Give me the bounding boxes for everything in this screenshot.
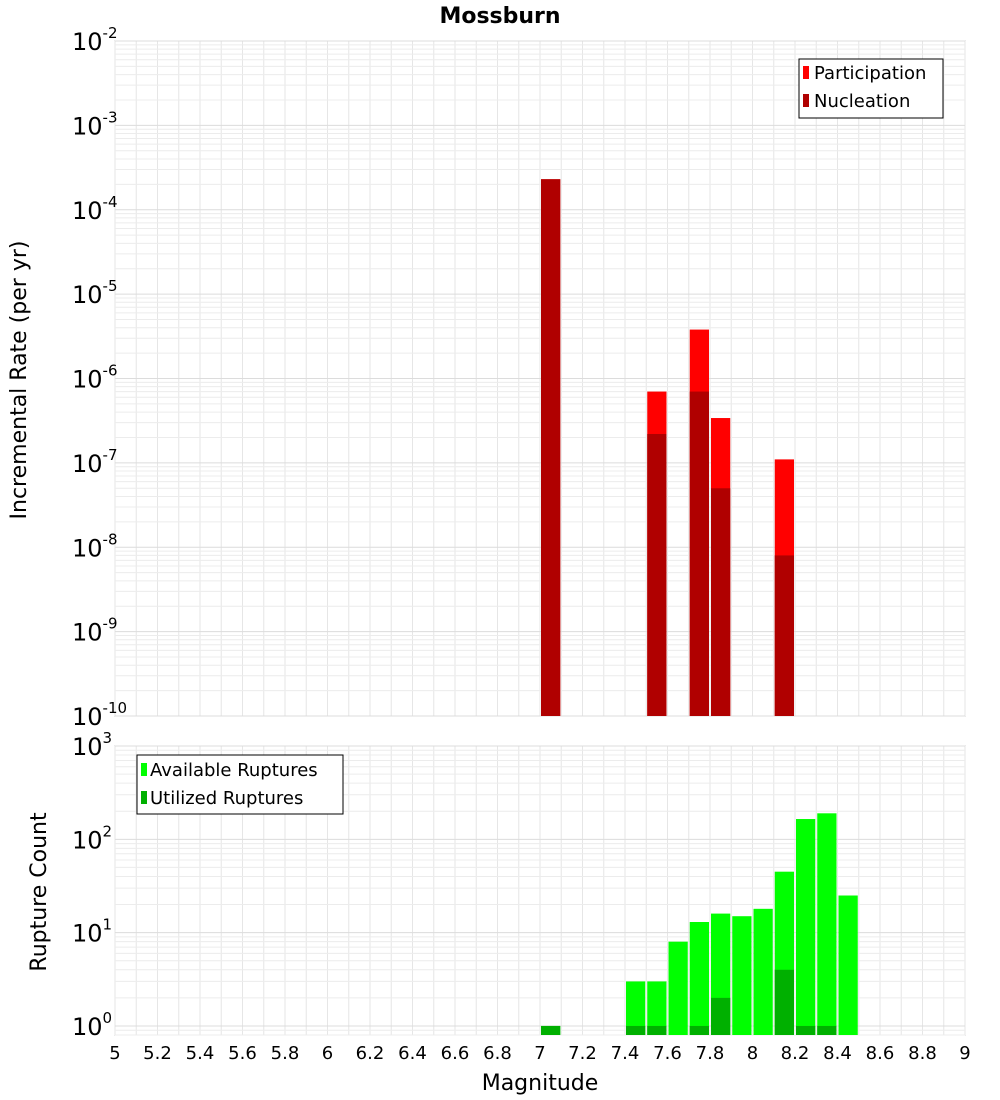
count-bar-available-ruptures (668, 941, 688, 1035)
y-tick-label: 100 (72, 1009, 112, 1041)
count-bar-available-ruptures (647, 981, 667, 1035)
legend-swatch-participation (803, 66, 809, 79)
count-bar-utilized-ruptures (796, 1025, 816, 1035)
x-tick-label: 5 (109, 1043, 120, 1064)
count-bar-utilized-ruptures (711, 997, 731, 1035)
x-tick-label: 8.6 (866, 1043, 895, 1064)
rate-plot: 10-10 10-9 10-8 10-7 10-6 10-5 10-4 10-3 10-2 Pa… (72, 24, 966, 731)
x-tick-label: 6.2 (356, 1043, 385, 1064)
x-tick-label: 5.6 (228, 1043, 257, 1064)
y-tick-label: 10-6 (72, 362, 118, 394)
legend-swatch-nucleation (803, 94, 809, 107)
y-tick-label: 10-10 (72, 699, 127, 731)
count-legend-box (136, 754, 344, 815)
x-tick-label: 6 (322, 1043, 333, 1064)
rate-legend: Participation Nucleation (798, 58, 944, 119)
count-bar-utilized-ruptures (774, 969, 794, 1035)
count-x-ticks: 5 5.2 5.4 5.6 5.8 6 6.2 6.4 6.6 6.8 7 7.2 7.4 7.6 7.8 8… (109, 1043, 970, 1064)
legend-swatch-available (141, 763, 147, 776)
x-tick-label: 7.4 (611, 1043, 640, 1064)
x-tick-label: 7.6 (653, 1043, 682, 1064)
count-bar-available-ruptures (626, 981, 646, 1035)
rate-y-ticks: 10-10 10-9 10-8 10-7 10-6 10-5 10-4 10-3 10-2 (72, 24, 127, 731)
y-tick-label: 10-5 (72, 277, 118, 309)
x-tick-label: 8.2 (781, 1043, 810, 1064)
legend-label-available: Available Ruptures (150, 760, 318, 781)
legend-swatch-utilized (141, 791, 147, 804)
x-tick-label: 7 (534, 1043, 545, 1064)
legend-label-participation: Participation (814, 63, 926, 84)
rate-bar-nucleation (774, 555, 794, 716)
x-tick-label: 7.2 (568, 1043, 597, 1064)
count-bar-utilized-ruptures (817, 1025, 837, 1035)
x-tick-label: 7.8 (696, 1043, 725, 1064)
rate-bar-nucleation (711, 488, 731, 716)
y-tick-label: 10-3 (72, 108, 118, 140)
count-bar-available-ruptures (732, 916, 752, 1035)
count-bar-utilized-ruptures (541, 1025, 561, 1035)
x-axis-label: Magnitude (482, 1071, 599, 1096)
y-tick-label: 103 (72, 729, 112, 761)
x-tick-label: 5.8 (271, 1043, 300, 1064)
count-bar-available-ruptures (689, 922, 709, 1035)
count-bars (541, 813, 858, 1035)
rate-bars (541, 179, 794, 716)
y-tick-label: 102 (72, 822, 112, 854)
x-tick-label: 8.8 (908, 1043, 937, 1064)
count-bar-utilized-ruptures (689, 1025, 709, 1035)
rate-bar-nucleation (689, 391, 709, 716)
x-tick-label: 8.4 (823, 1043, 852, 1064)
chart-title: Mossburn (439, 4, 560, 29)
y-tick-label: 10-7 (72, 446, 118, 478)
legend-label-nucleation: Nucleation (814, 91, 910, 112)
count-bar-utilized-ruptures (647, 1025, 667, 1035)
y-tick-label: 10-9 (72, 615, 118, 647)
count-bar-available-ruptures (753, 908, 773, 1035)
y-axis-label-count: Rupture Count (27, 812, 52, 972)
x-tick-label: 6.4 (398, 1043, 427, 1064)
y-tick-label: 10-8 (72, 530, 118, 562)
y-tick-label: 10-2 (72, 24, 118, 56)
rate-grid (114, 40, 966, 717)
x-tick-label: 5.4 (186, 1043, 215, 1064)
x-tick-label: 6.6 (441, 1043, 470, 1064)
count-bar-available-ruptures (838, 895, 858, 1035)
count-bar-utilized-ruptures (626, 1025, 646, 1035)
x-tick-label: 5.2 (143, 1043, 172, 1064)
count-legend: Available Ruptures Utilized Ruptures (136, 754, 344, 815)
count-y-ticks: 100 101 102 103 (72, 729, 112, 1041)
count-bar-available-ruptures (817, 813, 837, 1035)
x-tick-label: 6.8 (483, 1043, 512, 1064)
rate-bar-nucleation (541, 179, 561, 716)
x-tick-label: 9 (959, 1043, 970, 1064)
y-tick-label: 10-4 (72, 193, 118, 225)
y-tick-label: 101 (72, 916, 112, 948)
y-axis-label-rate: Incremental Rate (per yr) (7, 241, 32, 520)
x-tick-label: 8 (747, 1043, 758, 1064)
count-bar-available-ruptures (796, 819, 816, 1035)
rate-legend-box (798, 58, 944, 119)
rate-bar-nucleation (647, 433, 667, 716)
legend-label-utilized: Utilized Ruptures (150, 788, 303, 809)
count-plot: 100 101 102 103 5 5.2 5.4 5.6 5.8 6 6.2 6.4 6.6 6.8 7… (72, 729, 971, 1064)
